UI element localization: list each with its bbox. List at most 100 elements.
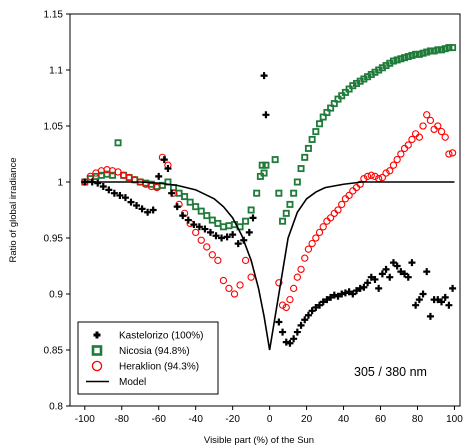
data-point [338,200,346,209]
data-point [411,130,420,138]
data-point [230,290,239,298]
series-nicosia [81,44,457,231]
series-kastelorizo [81,72,457,347]
data-point [441,293,449,301]
data-point [290,189,298,197]
data-point [408,259,416,267]
legend-swatch [91,345,103,356]
data-point [312,234,320,242]
data-point [341,195,350,203]
y-axis-label: Ratio of global irradiance [8,157,19,262]
data-point [114,168,122,176]
data-point [445,44,453,52]
data-point [286,339,294,347]
data-point [323,296,331,304]
data-point [404,141,412,149]
data-point [308,239,316,248]
data-point [408,135,416,144]
data-point [258,161,266,169]
data-point [253,189,261,197]
data-point [415,50,423,58]
data-point [393,262,401,270]
data-point [449,44,457,52]
data-point [404,273,412,281]
data-point [437,127,446,136]
data-point [356,284,364,292]
data-point [371,275,379,283]
data-point [286,200,294,208]
data-point [164,165,172,173]
data-point [408,51,416,59]
data-point [282,209,290,217]
data-point [212,232,220,240]
data-point [197,207,205,215]
data-point [245,228,253,236]
data-point [179,212,187,220]
data-point [260,169,268,177]
data-point [297,321,305,329]
data-point [438,46,446,54]
data-point [214,256,222,265]
data-point [316,301,324,309]
data-point [349,290,357,298]
data-point [308,135,316,143]
series-model [84,181,455,351]
data-point [184,216,192,224]
data-point [203,243,211,251]
legend-label: Heraklion (94.3%) [119,362,199,373]
data-point [247,206,255,214]
data-point [315,228,324,237]
data-point [364,279,372,287]
wavelength-annotation: 305 / 380 nm [354,365,427,379]
data-point [397,268,405,276]
data-point [326,214,335,222]
data-point [308,307,316,315]
data-point [218,234,226,242]
data-point [192,203,200,211]
data-point [400,144,409,153]
x-tick-label: 0 [267,414,273,425]
data-point [319,223,327,231]
data-point [297,165,305,173]
data-point [153,183,161,192]
data-point [334,292,342,300]
data-point [352,287,360,295]
data-point [438,298,446,306]
data-point [352,183,361,192]
data-point [279,328,287,336]
data-point [201,225,209,233]
y-axis: 0.8 0.85 0.9 0.95 1 1.05 1.1 1.15 [44,10,70,413]
data-point [434,122,442,130]
data-point [441,45,449,53]
x-tick-label: -80 [115,414,130,425]
x-tick-label: -20 [225,414,240,425]
data-point [393,56,401,64]
data-point [356,180,364,188]
data-point [234,240,242,248]
data-point [290,335,298,343]
x-tick-label: 40 [338,414,350,425]
y-tick-label: 0.9 [49,290,63,301]
data-point [289,284,298,293]
data-point [304,311,312,319]
y-tick-label: 1.1 [49,66,63,77]
data-point [304,144,312,152]
data-point [423,111,431,119]
data-point [423,48,431,56]
data-point [323,109,331,117]
data-point [375,284,383,292]
data-point [293,273,301,281]
data-point [262,161,270,169]
data-point [419,122,427,130]
data-point [378,173,387,182]
data-point [301,254,309,262]
data-point [247,273,255,281]
data-point [242,217,250,225]
data-point [412,50,420,58]
data-point [110,189,118,197]
x-tick-label: -40 [188,414,203,425]
data-point [260,72,268,80]
data-point [448,149,457,157]
data-point [275,189,283,197]
